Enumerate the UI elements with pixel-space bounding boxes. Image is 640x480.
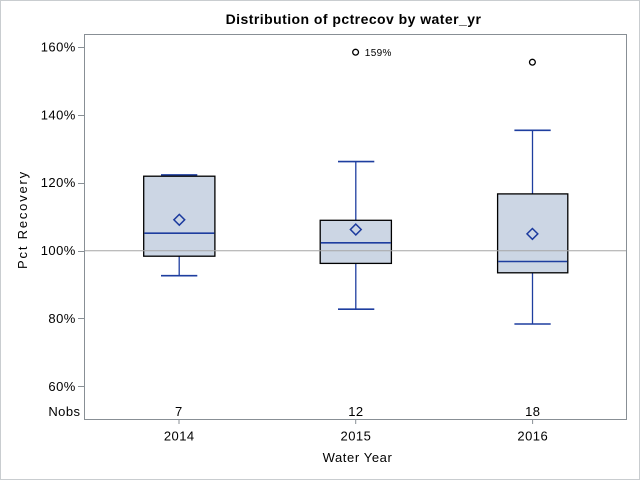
svg-text:60%: 60% bbox=[48, 379, 75, 394]
svg-text:140%: 140% bbox=[41, 107, 76, 122]
svg-text:80%: 80% bbox=[48, 311, 75, 326]
svg-text:159%: 159% bbox=[365, 48, 392, 59]
svg-text:Distribution of pctrecov by wa: Distribution of pctrecov by water_yr bbox=[226, 11, 482, 27]
svg-text:Nobs: Nobs bbox=[48, 404, 80, 419]
svg-text:160%: 160% bbox=[41, 40, 76, 55]
svg-text:18: 18 bbox=[525, 404, 540, 419]
svg-text:2015: 2015 bbox=[341, 429, 372, 444]
svg-text:2014: 2014 bbox=[164, 429, 195, 444]
svg-text:120%: 120% bbox=[41, 175, 76, 190]
svg-text:2016: 2016 bbox=[517, 429, 548, 444]
svg-text:Water Year: Water Year bbox=[323, 450, 393, 465]
svg-text:Pct Recovery: Pct Recovery bbox=[15, 170, 30, 269]
svg-text:100%: 100% bbox=[41, 243, 76, 258]
svg-text:12: 12 bbox=[348, 404, 363, 419]
svg-text:7: 7 bbox=[175, 404, 183, 419]
